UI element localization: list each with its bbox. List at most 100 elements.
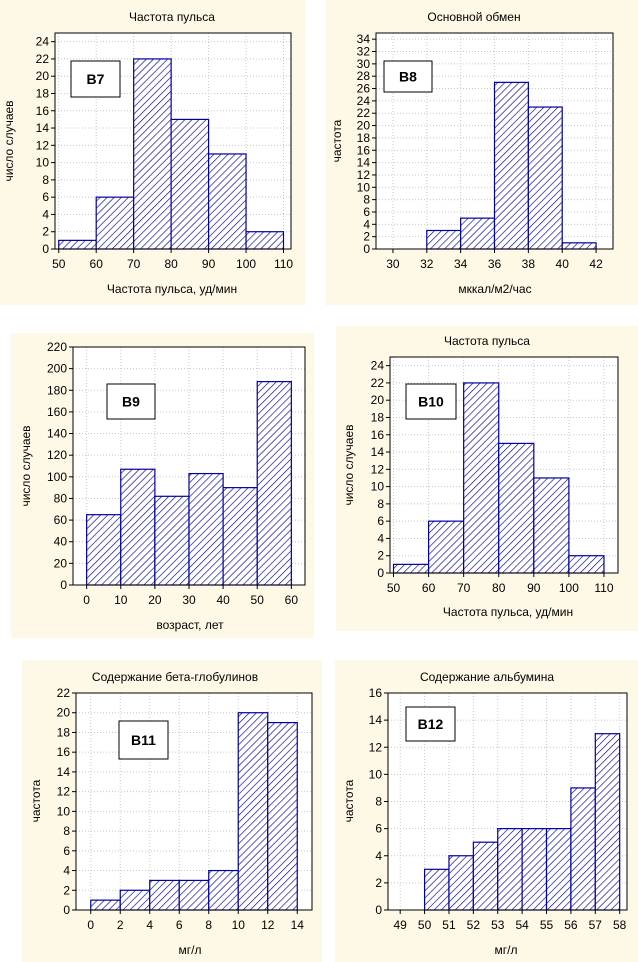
bar (170, 118, 210, 250)
y-tick-label: 120 (47, 448, 67, 462)
bar (460, 217, 496, 250)
y-axis-label: число случаев (342, 424, 356, 505)
bar (545, 828, 572, 911)
chart-label: B11 (131, 732, 156, 748)
x-tick-label: 10 (114, 593, 128, 607)
x-tick-label: 42 (589, 257, 603, 271)
x-tick-label: 50 (418, 918, 432, 932)
y-tick-label: 4 (63, 864, 70, 878)
bar (267, 721, 298, 911)
bar (392, 563, 430, 574)
x-tick-label: 110 (594, 581, 613, 595)
x-tick-label: 60 (90, 257, 104, 271)
x-tick-label: 50 (52, 257, 66, 271)
chart-title: Основной обмен (427, 10, 520, 24)
label-box (70, 60, 121, 98)
x-tick-label: 90 (527, 581, 541, 595)
chart-b11: 0 2 4 6 8 10 12 14 16 18 20 22 0 2 4 6 8 10 12 14 Содержание… (29, 670, 313, 957)
y-tick-label: 16 (357, 143, 371, 157)
y-tick-label: 2 (42, 225, 49, 239)
y-tick-label: 30 (357, 57, 371, 71)
y-tick-label: 12 (357, 168, 371, 182)
y-axis-label: число случаев (19, 425, 33, 506)
x-tick-label: 32 (420, 257, 434, 271)
x-axis-label: мг/л (495, 943, 518, 957)
x-tick-label: 51 (442, 918, 456, 932)
label-box (118, 720, 169, 760)
bar (423, 868, 450, 911)
x-axis-label: мг/л (179, 943, 202, 957)
chart-title: Содержание бета-глобулинов (92, 670, 258, 684)
y-tick-label: 4 (377, 531, 384, 545)
y-tick-label: 16 (369, 686, 383, 700)
y-tick-label: 8 (377, 497, 384, 511)
x-axis-label: мккал/м2/час (458, 282, 531, 296)
x-tick-label: 53 (491, 918, 505, 932)
y-tick-label: 4 (42, 207, 49, 221)
bar (178, 879, 210, 911)
x-tick-label: 50 (251, 593, 265, 607)
y-tick-label: 14 (371, 445, 385, 459)
bar (527, 106, 563, 250)
y-tick-label: 0 (42, 242, 49, 256)
y-tick-label: 0 (377, 566, 384, 580)
x-tick-label: 54 (515, 918, 529, 932)
x-tick-label: 40 (216, 593, 230, 607)
y-tick-label: 6 (63, 844, 70, 858)
y-tick-label: 4 (363, 217, 370, 231)
plot-frame (389, 356, 619, 574)
label-box (405, 706, 456, 742)
y-tick-label: 22 (357, 106, 371, 120)
x-tick-label: 14 (291, 918, 305, 932)
x-tick-label: 4 (146, 918, 153, 932)
bar (133, 58, 172, 250)
y-axis-label: частота (29, 779, 43, 822)
x-tick-label: 58 (613, 918, 627, 932)
y-tick-label: 0 (375, 903, 382, 917)
y-tick-label: 20 (57, 706, 71, 720)
y-tick-label: 10 (369, 767, 383, 781)
x-tick-label: 0 (83, 593, 90, 607)
chart-label: B8 (399, 69, 417, 85)
y-tick-label: 34 (357, 32, 371, 46)
y-tick-label: 10 (371, 480, 385, 494)
x-tick-label: 30 (386, 257, 400, 271)
x-tick-label: 8 (205, 918, 212, 932)
bar (149, 879, 180, 911)
x-tick-label: 56 (564, 918, 578, 932)
chart-label: B12 (418, 716, 444, 732)
y-tick-label: 180 (47, 383, 67, 397)
y-tick-label: 4 (375, 849, 382, 863)
bar (86, 514, 122, 586)
label-box (405, 383, 457, 420)
bar (561, 242, 597, 250)
bar (119, 889, 151, 911)
x-tick-label: 49 (394, 918, 408, 932)
x-tick-label: 20 (148, 593, 162, 607)
chart-label: B10 (418, 394, 444, 410)
label-box (106, 383, 156, 420)
y-tick-label: 18 (36, 86, 50, 100)
y-tick-label: 16 (371, 428, 385, 442)
bar (208, 869, 239, 911)
y-tick-label: 80 (54, 491, 68, 505)
bar (521, 828, 548, 911)
y-tick-label: 2 (363, 230, 370, 244)
y-axis-label: частота (342, 779, 356, 822)
y-tick-label: 18 (371, 410, 385, 424)
bar (426, 229, 462, 250)
y-tick-label: 24 (371, 359, 385, 373)
y-tick-label: 24 (36, 35, 50, 49)
y-tick-label: 12 (369, 740, 383, 754)
x-tick-label: 52 (467, 918, 481, 932)
y-tick-label: 100 (47, 470, 67, 484)
y-tick-label: 0 (363, 242, 370, 256)
chart-title: Частота пульса (444, 334, 530, 348)
chart-label: B7 (87, 71, 105, 87)
y-tick-label: 24 (357, 94, 371, 108)
bar (120, 468, 156, 586)
y-tick-label: 22 (57, 686, 71, 700)
